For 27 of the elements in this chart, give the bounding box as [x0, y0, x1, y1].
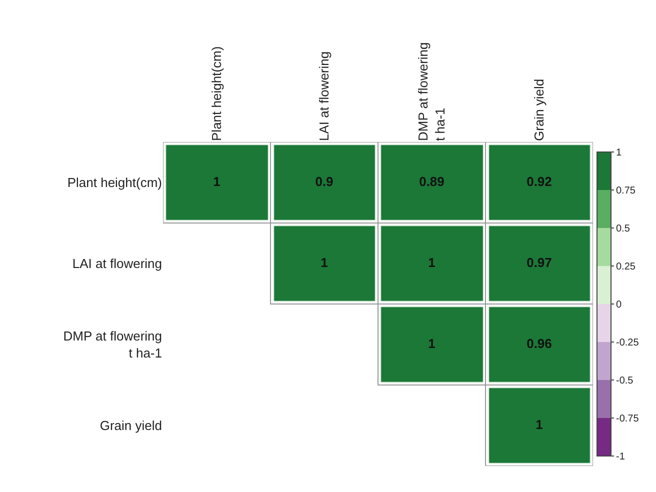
data-label: 0.96	[526, 336, 552, 351]
data-label: 1	[428, 336, 436, 351]
data-label: 1	[428, 254, 436, 270]
x-tick-label: Plant height(cm)	[208, 46, 224, 141]
x-tick-label: LAI at flowering	[316, 51, 332, 141]
color-bar-label: 0	[616, 300, 622, 310]
color-bar-label: -0.5	[616, 376, 634, 386]
color-bar-label: -1	[616, 452, 626, 462]
data-label: 1	[320, 254, 328, 270]
color-bar-label: 0.75	[616, 186, 636, 196]
color-bar-label: 0.5	[616, 224, 630, 234]
x-tick-label: DMP at flowering t ha-1	[416, 42, 448, 141]
y-tick-label: DMP at flowering t ha-1	[63, 328, 162, 360]
y-tick-label: LAI at flowering	[72, 256, 162, 272]
color-bar-label: -0.25	[616, 338, 640, 348]
data-label: 1	[213, 174, 220, 189]
y-tick-label: Plant height(cm)	[67, 175, 162, 190]
color-bar-label: 1	[616, 148, 622, 158]
data-label: 0.92	[526, 174, 552, 189]
color-bar-label: 0.25	[616, 262, 636, 272]
y-tick-label: Grain yield	[100, 418, 162, 434]
data-label: 1	[536, 416, 543, 432]
x-tick-label: Grain yield	[531, 78, 546, 141]
data-label: 0.9	[315, 174, 334, 189]
data-label: 0.89	[419, 174, 444, 189]
data-label: 0.97	[526, 254, 552, 270]
color-bar-label: -0.75	[616, 414, 640, 424]
